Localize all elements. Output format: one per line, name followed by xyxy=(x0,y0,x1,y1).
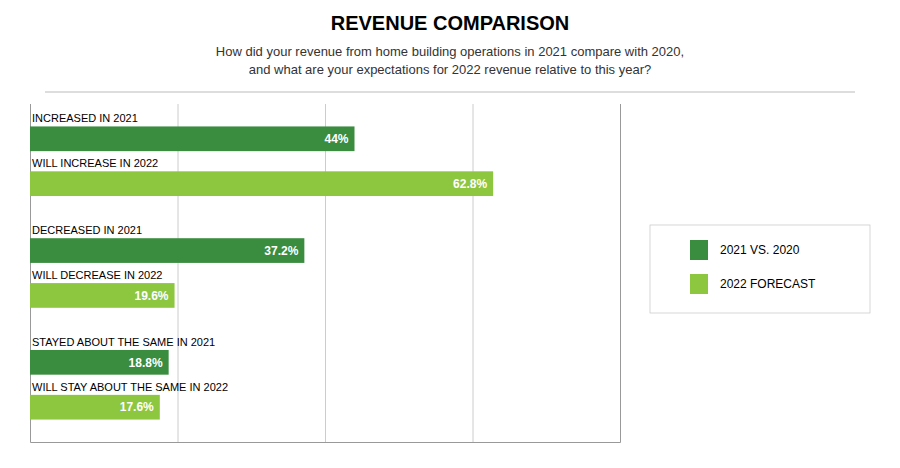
bar xyxy=(30,283,175,308)
category-label: INCREASED IN 2021 xyxy=(32,112,138,124)
bar xyxy=(30,238,304,263)
x-axis-line xyxy=(31,104,621,443)
category-label: WILL DECREASE IN 2022 xyxy=(32,269,162,281)
category-label: STAYED ABOUT THE SAME IN 2021 xyxy=(32,336,215,348)
legend-frame xyxy=(650,225,870,313)
legend-item: 2021 VS. 2020 xyxy=(690,240,800,260)
data-label: 18.8% xyxy=(129,356,163,370)
legend-label: 2022 FORECAST xyxy=(720,277,816,291)
title: REVENUE COMPARISON xyxy=(331,12,570,34)
legend-swatch xyxy=(690,240,708,260)
bars xyxy=(30,126,493,419)
chart: REVENUE COMPARISON How did your revenue f… xyxy=(0,0,900,468)
bar xyxy=(30,171,493,196)
separator xyxy=(45,92,855,93)
category-label: WILL INCREASE IN 2022 xyxy=(32,157,158,169)
data-label: 44% xyxy=(324,132,348,146)
legend-swatch xyxy=(690,274,708,294)
x-tick xyxy=(325,104,326,442)
data-label: 37.2% xyxy=(264,244,298,258)
category-label: DECREASED IN 2021 xyxy=(32,224,142,236)
data-label: 19.6% xyxy=(135,289,169,303)
plot: 44% 37.2% 18.8% 62.8% 19.6% 17.6% INCREASED IN… xyxy=(30,104,621,443)
bar xyxy=(30,126,355,151)
legend: 2021 VS. 2020 2022 FORECAST xyxy=(650,225,870,313)
subtitle-line: How did your revenue from home building … xyxy=(216,44,684,59)
legend-label: 2021 VS. 2020 xyxy=(720,243,800,257)
subtitle: How did your revenue from home building … xyxy=(216,44,684,77)
data-label: 17.6% xyxy=(120,400,154,414)
subtitle-line: and what are your expectations for 2022 … xyxy=(249,62,652,77)
x-axis xyxy=(31,104,621,443)
bar xyxy=(30,395,160,420)
legend-item: 2022 FORECAST xyxy=(690,274,816,294)
labels: 44% 37.2% 18.8% 62.8% 19.6% 17.6% INCREASED IN… xyxy=(32,112,487,414)
grid-line xyxy=(473,104,474,442)
category-label: WILL STAY ABOUT THE SAME IN 2022 xyxy=(32,381,228,393)
x-tick xyxy=(473,104,474,442)
bar xyxy=(30,350,169,375)
grid-line xyxy=(325,104,326,442)
data-label: 62.8% xyxy=(453,177,487,191)
